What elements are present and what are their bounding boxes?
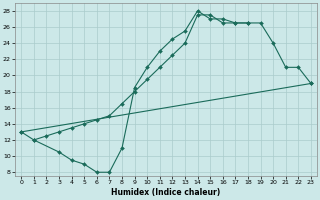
X-axis label: Humidex (Indice chaleur): Humidex (Indice chaleur) <box>111 188 221 197</box>
